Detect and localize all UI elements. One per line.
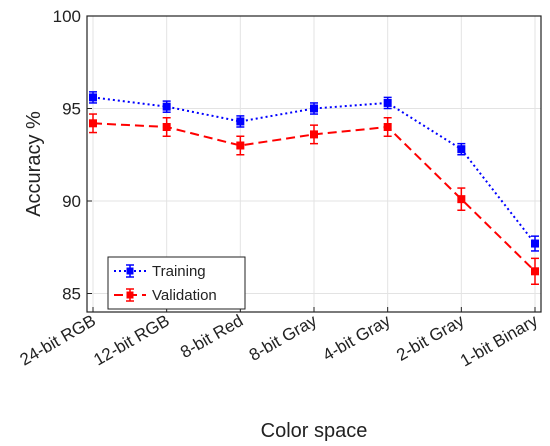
x-tick-label: 4-bit Gray (320, 311, 395, 365)
data-point (236, 141, 245, 150)
x-tick-label: 12-bit RGB (90, 311, 172, 370)
data-point (383, 123, 392, 131)
y-axis-ticks: 85 90 95 100 (53, 7, 92, 304)
x-tick-label: 2-bit Gray (393, 311, 468, 365)
y-axis-title: Accuracy % (23, 111, 45, 217)
legend-marker (126, 291, 134, 299)
x-tick-label: 8-bit Gray (246, 311, 321, 365)
y-tick-label: 85 (62, 285, 81, 304)
data-point (310, 104, 318, 113)
legend-entries: Training Validation (114, 263, 217, 304)
data-point (162, 102, 171, 111)
data-point (457, 145, 466, 154)
data-point (162, 123, 171, 131)
data-point (383, 98, 392, 107)
y-tick-label: 95 (62, 100, 81, 119)
series-training (89, 91, 539, 252)
data-point (236, 117, 245, 126)
legend-entry-training: Training (114, 263, 206, 280)
y-tick-label: 100 (53, 7, 81, 26)
y-tick-label: 90 (62, 192, 81, 211)
x-axis-title: Color space (261, 420, 368, 442)
x-tick-label: 1-bit Binary (457, 311, 541, 371)
legend-label: Validation (152, 287, 217, 304)
data-point (89, 93, 97, 102)
data-point (531, 239, 539, 248)
legend-label: Training (152, 263, 206, 280)
series-validation (89, 113, 539, 285)
data-point (310, 130, 318, 139)
x-tick-label: 24-bit RGB (17, 311, 99, 370)
data-point (457, 195, 466, 204)
data-point (531, 267, 539, 276)
data-point (89, 119, 97, 128)
x-tick-label: 8-bit Red (177, 311, 246, 362)
legend-marker (126, 267, 134, 275)
series-group (89, 91, 539, 285)
legend: Training Validation (107, 256, 246, 310)
legend-entry-validation: Validation (114, 287, 217, 304)
